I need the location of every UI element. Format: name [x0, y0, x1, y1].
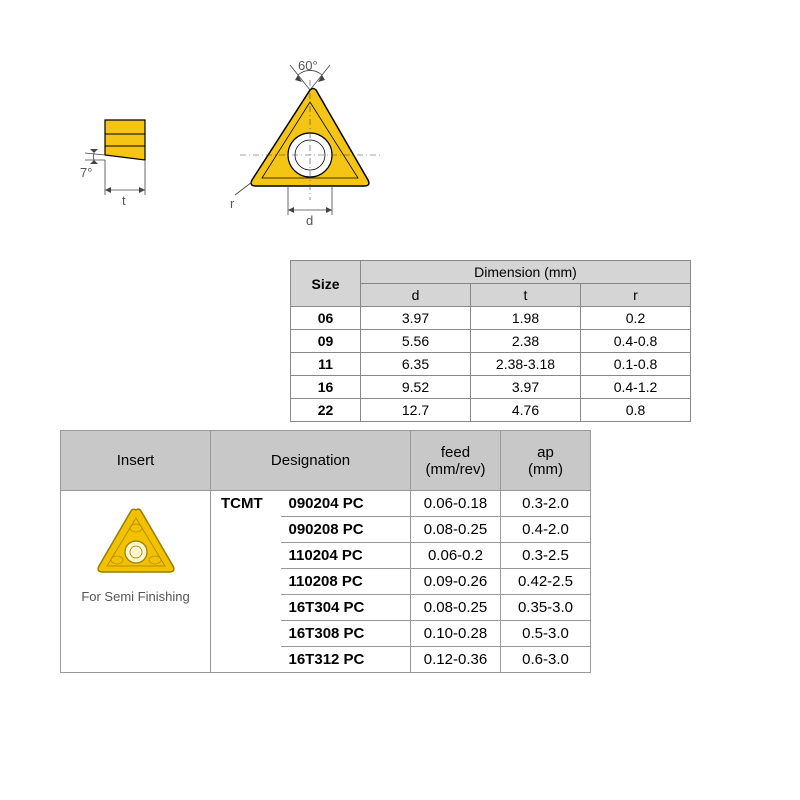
size-cell: 06 — [291, 307, 361, 330]
ap-cell: 0.6-3.0 — [501, 647, 591, 673]
ap-cell: 0.3-2.5 — [501, 543, 591, 569]
top-view-diagram: 60° r d — [230, 60, 430, 240]
designation-number: 090208 PC — [281, 517, 411, 543]
ap-cell: 0.3-2.0 — [501, 491, 591, 517]
r-header: r — [581, 284, 691, 307]
size-cell: 16 — [291, 376, 361, 399]
feed-cell: 0.12-0.36 — [411, 647, 501, 673]
d-cell: 9.52 — [361, 376, 471, 399]
feed-cell: 0.09-0.26 — [411, 569, 501, 595]
insert-caption: For Semi Finishing — [69, 589, 202, 604]
feed-header: feed (mm/rev) — [411, 431, 501, 491]
r-label: r — [230, 196, 235, 211]
designation-number: 16T312 PC — [281, 647, 411, 673]
side-view-diagram: 7° t — [80, 100, 190, 230]
r-cell: 0.1-0.8 — [581, 353, 691, 376]
feed-cell: 0.08-0.25 — [411, 595, 501, 621]
size-header: Size — [291, 261, 361, 307]
feed-cell: 0.10-0.28 — [411, 621, 501, 647]
angle-top-label: 60° — [298, 60, 318, 73]
r-cell: 0.4-0.8 — [581, 330, 691, 353]
dimension-table: Size Dimension (mm) d t r 063.971.980.20… — [290, 260, 691, 422]
dimension-header: Dimension (mm) — [361, 261, 691, 284]
t-label: t — [122, 193, 126, 208]
d-cell: 6.35 — [361, 353, 471, 376]
size-row: 063.971.980.2 — [291, 307, 691, 330]
t-cell: 2.38 — [471, 330, 581, 353]
feed-cell: 0.06-0.18 — [411, 491, 501, 517]
designation-table: Insert Designation feed (mm/rev) ap (mm)… — [60, 430, 591, 673]
d-cell: 3.97 — [361, 307, 471, 330]
ap-cell: 0.4-2.0 — [501, 517, 591, 543]
designation-header: Designation — [211, 431, 411, 491]
designation-number: 16T304 PC — [281, 595, 411, 621]
t-cell: 4.76 — [471, 399, 581, 422]
insert-icon — [91, 504, 181, 584]
r-cell: 0.8 — [581, 399, 691, 422]
technical-diagram: 7° t 60° r d — [80, 60, 430, 240]
d-header: d — [361, 284, 471, 307]
t-header: t — [471, 284, 581, 307]
ap-cell: 0.35-3.0 — [501, 595, 591, 621]
d-cell: 5.56 — [361, 330, 471, 353]
designation-row: For Semi FinishingTCMT090204 PC0.06-0.18… — [61, 491, 591, 517]
ap-cell: 0.5-3.0 — [501, 621, 591, 647]
d-cell: 12.7 — [361, 399, 471, 422]
designation-number: 110208 PC — [281, 569, 411, 595]
feed-cell: 0.08-0.25 — [411, 517, 501, 543]
t-cell: 3.97 — [471, 376, 581, 399]
size-row: 2212.74.760.8 — [291, 399, 691, 422]
size-cell: 09 — [291, 330, 361, 353]
size-row: 169.523.970.4-1.2 — [291, 376, 691, 399]
insert-image-cell: For Semi Finishing — [61, 491, 211, 673]
r-cell: 0.4-1.2 — [581, 376, 691, 399]
designation-number: 110204 PC — [281, 543, 411, 569]
d-label: d — [306, 213, 313, 228]
designation-code: TCMT — [211, 491, 281, 673]
size-cell: 22 — [291, 399, 361, 422]
ap-header: ap (mm) — [501, 431, 591, 491]
designation-number: 16T308 PC — [281, 621, 411, 647]
size-cell: 11 — [291, 353, 361, 376]
insert-header: Insert — [61, 431, 211, 491]
ap-cell: 0.42-2.5 — [501, 569, 591, 595]
angle-side-label: 7° — [80, 165, 92, 180]
feed-cell: 0.06-0.2 — [411, 543, 501, 569]
r-cell: 0.2 — [581, 307, 691, 330]
t-cell: 1.98 — [471, 307, 581, 330]
size-row: 116.352.38-3.180.1-0.8 — [291, 353, 691, 376]
designation-number: 090204 PC — [281, 491, 411, 517]
size-row: 095.562.380.4-0.8 — [291, 330, 691, 353]
t-cell: 2.38-3.18 — [471, 353, 581, 376]
